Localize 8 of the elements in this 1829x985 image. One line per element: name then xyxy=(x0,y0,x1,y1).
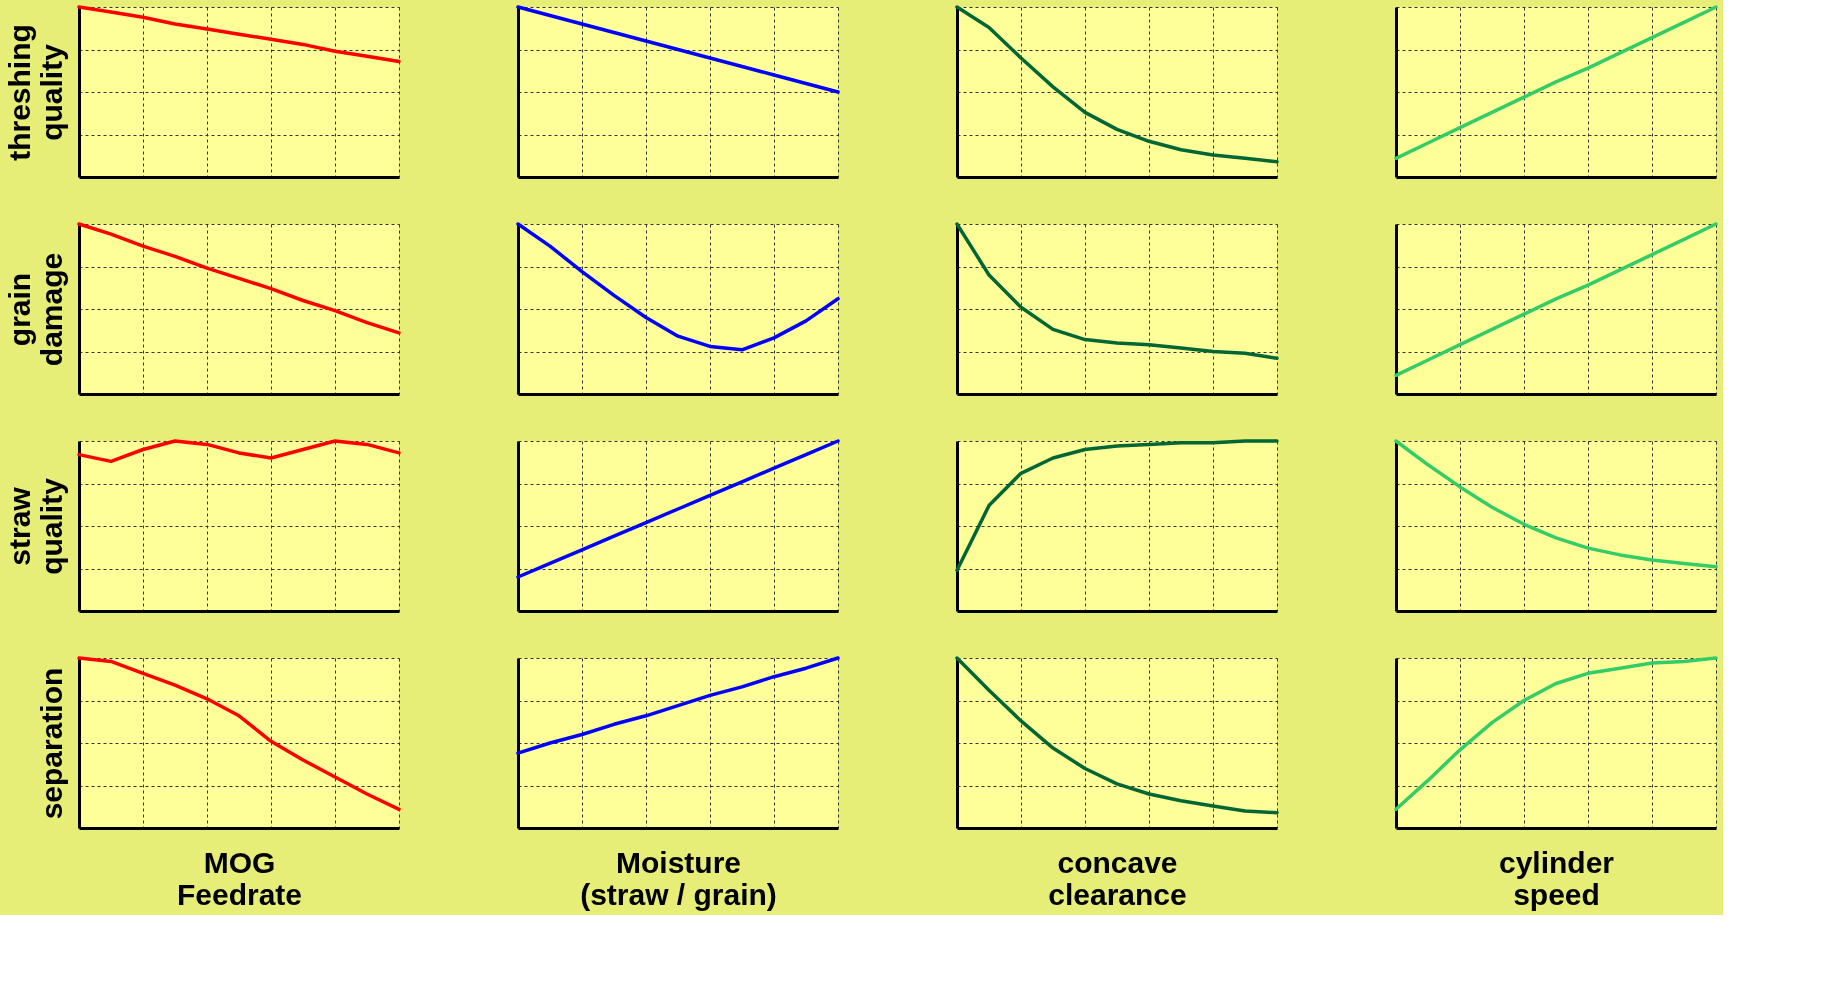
x-axis-title: concave clearance xyxy=(1048,845,1187,911)
x-axis-title: MOG Feedrate xyxy=(176,845,303,911)
y-axis-title: threshing quality xyxy=(2,24,68,161)
y-axis-title: separation xyxy=(34,667,68,820)
x-axis-title: cylinder speed xyxy=(1498,845,1615,911)
y-axis-title: grain damage xyxy=(2,252,68,367)
y-axis-title: straw quality xyxy=(2,477,68,575)
x-axis-title: Moisture (straw / grain) xyxy=(580,845,777,911)
